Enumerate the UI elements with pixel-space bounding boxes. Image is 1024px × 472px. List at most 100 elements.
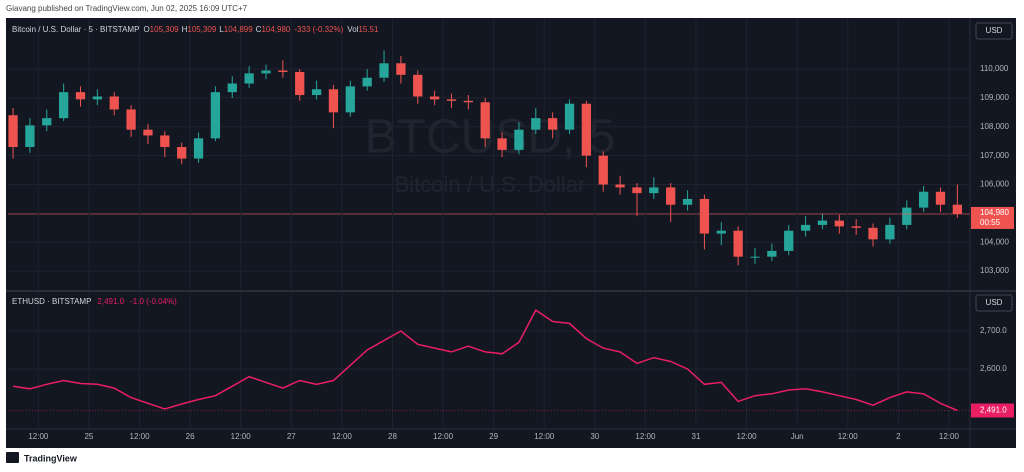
candle-body: [649, 187, 659, 194]
y-tick-label: 108,000: [980, 122, 1009, 131]
x-tick-label: 12:00: [332, 432, 353, 441]
candle-body: [851, 226, 861, 228]
candle-body: [598, 155, 608, 185]
ohlc-value: 105,309: [187, 25, 216, 34]
candle-body: [935, 191, 946, 205]
candle-body: [733, 230, 743, 257]
candle-body: [109, 96, 119, 110]
candle-body: [278, 70, 288, 72]
x-tick-label: 12:00: [737, 432, 758, 441]
y-tick-label: 107,000: [980, 151, 1009, 160]
candle-body: [446, 99, 457, 101]
ohlc-key: L: [219, 25, 224, 34]
candle-body: [918, 191, 929, 208]
x-tick-label: 12:00: [130, 432, 151, 441]
candle-body: [160, 135, 170, 147]
candle-body: [581, 103, 592, 156]
x-tick-label: 12:00: [939, 432, 960, 441]
candle-body: [396, 63, 406, 75]
candle-body: [666, 187, 676, 205]
symbol: Bitcoin / U.S. Dollar · 5 · BITSTAMP: [12, 25, 139, 34]
y-tick-label: 106,000: [980, 180, 1009, 189]
btc-legend: Bitcoin / U.S. Dollar · 5 · BITSTAMP O105…: [12, 25, 379, 34]
candle-body: [716, 230, 726, 234]
last: 2,491.0: [97, 297, 124, 306]
currency-button[interactable]: [975, 294, 1013, 312]
candle-body: [902, 207, 912, 225]
currency-label: USD: [986, 26, 1003, 35]
candle-body: [193, 138, 204, 159]
candle-body: [750, 256, 760, 258]
symbol: ETHUSD · BITSTAMP: [12, 297, 91, 306]
candle-body: [699, 198, 710, 234]
y-tick-label: 104,000: [980, 237, 1009, 246]
candle-body: [767, 250, 777, 257]
y-tick-label: 103,000: [980, 266, 1009, 275]
candle-body: [531, 118, 541, 130]
candle-body: [75, 92, 86, 100]
candle-body: [177, 146, 187, 159]
candle-body: [834, 220, 844, 227]
candle-body: [25, 125, 35, 147]
currency-label: USD: [986, 298, 1003, 307]
candle-body: [345, 86, 355, 113]
last-price-box: [971, 206, 1014, 229]
ohlc-key: H: [182, 25, 188, 34]
candle-body: [295, 71, 305, 96]
candle-body: [564, 103, 575, 130]
candle-body: [244, 73, 254, 84]
last-price-label: 2,491.0: [980, 406, 1007, 415]
change: -1.0 (-0.04%): [130, 297, 177, 306]
x-tick-label: 26: [186, 432, 195, 441]
countdown-label: 00:55: [980, 218, 1001, 227]
candle-body: [8, 115, 18, 147]
x-tick-label: 2: [896, 432, 901, 441]
ohlc-value: 105,309: [150, 25, 179, 34]
currency-button[interactable]: [975, 22, 1013, 40]
change: -333 (-0.32%): [294, 25, 343, 34]
candle-body: [379, 63, 389, 78]
ohlc-value: 104,980: [261, 25, 290, 34]
candle-body: [227, 83, 237, 93]
last-price-box: [971, 403, 1014, 418]
x-tick-label: 30: [590, 432, 599, 441]
x-tick-label: 12:00: [838, 432, 859, 441]
candle-body: [817, 220, 828, 225]
candle-body: [632, 187, 642, 194]
candle-body: [800, 224, 811, 231]
x-tick-label: 29: [489, 432, 498, 441]
x-tick-label: 12:00: [28, 432, 49, 441]
price-line: [12, 309, 958, 412]
x-tick-label: 12:00: [635, 432, 656, 441]
candle-body: [463, 100, 473, 103]
x-tick-label: 31: [692, 432, 701, 441]
x-tick-label: Jun: [791, 432, 804, 441]
candle-body: [429, 96, 440, 100]
candle-body: [615, 184, 625, 188]
publish-header: Giavang published on TradingView.com, Ju…: [6, 4, 248, 13]
x-tick-label: 28: [388, 432, 397, 441]
candle-body: [92, 96, 103, 100]
candle-body: [413, 74, 423, 97]
volume-key: Vol: [347, 25, 358, 34]
y-tick-label: 110,000: [980, 64, 1009, 73]
ohlc-value: 104,899: [224, 25, 253, 34]
candle-body: [952, 204, 962, 214]
x-tick-label: 12:00: [231, 432, 252, 441]
y-tick-label: 2,600.0: [980, 364, 1007, 373]
logo: [6, 452, 19, 463]
last-price-label: 104,980: [980, 208, 1009, 217]
candle-body: [143, 129, 153, 136]
ohlc: O105,309 H105,309 L104,899 C104,980: [143, 25, 290, 34]
chart-background: [6, 18, 1016, 448]
candle-body: [42, 118, 52, 126]
volume-value: 15.51: [358, 25, 379, 34]
y-tick-label: 2,700.0: [980, 326, 1007, 335]
x-tick-label: 25: [84, 432, 93, 441]
x-tick-label: 12:00: [534, 432, 555, 441]
marks: 103,000104,000105,000106,000107,000108,0…: [8, 18, 1014, 441]
eth-legend: ETHUSD · BITSTAMP 2,491.0 -1.0 (-0.04%): [12, 297, 177, 306]
candle-body: [362, 77, 372, 87]
